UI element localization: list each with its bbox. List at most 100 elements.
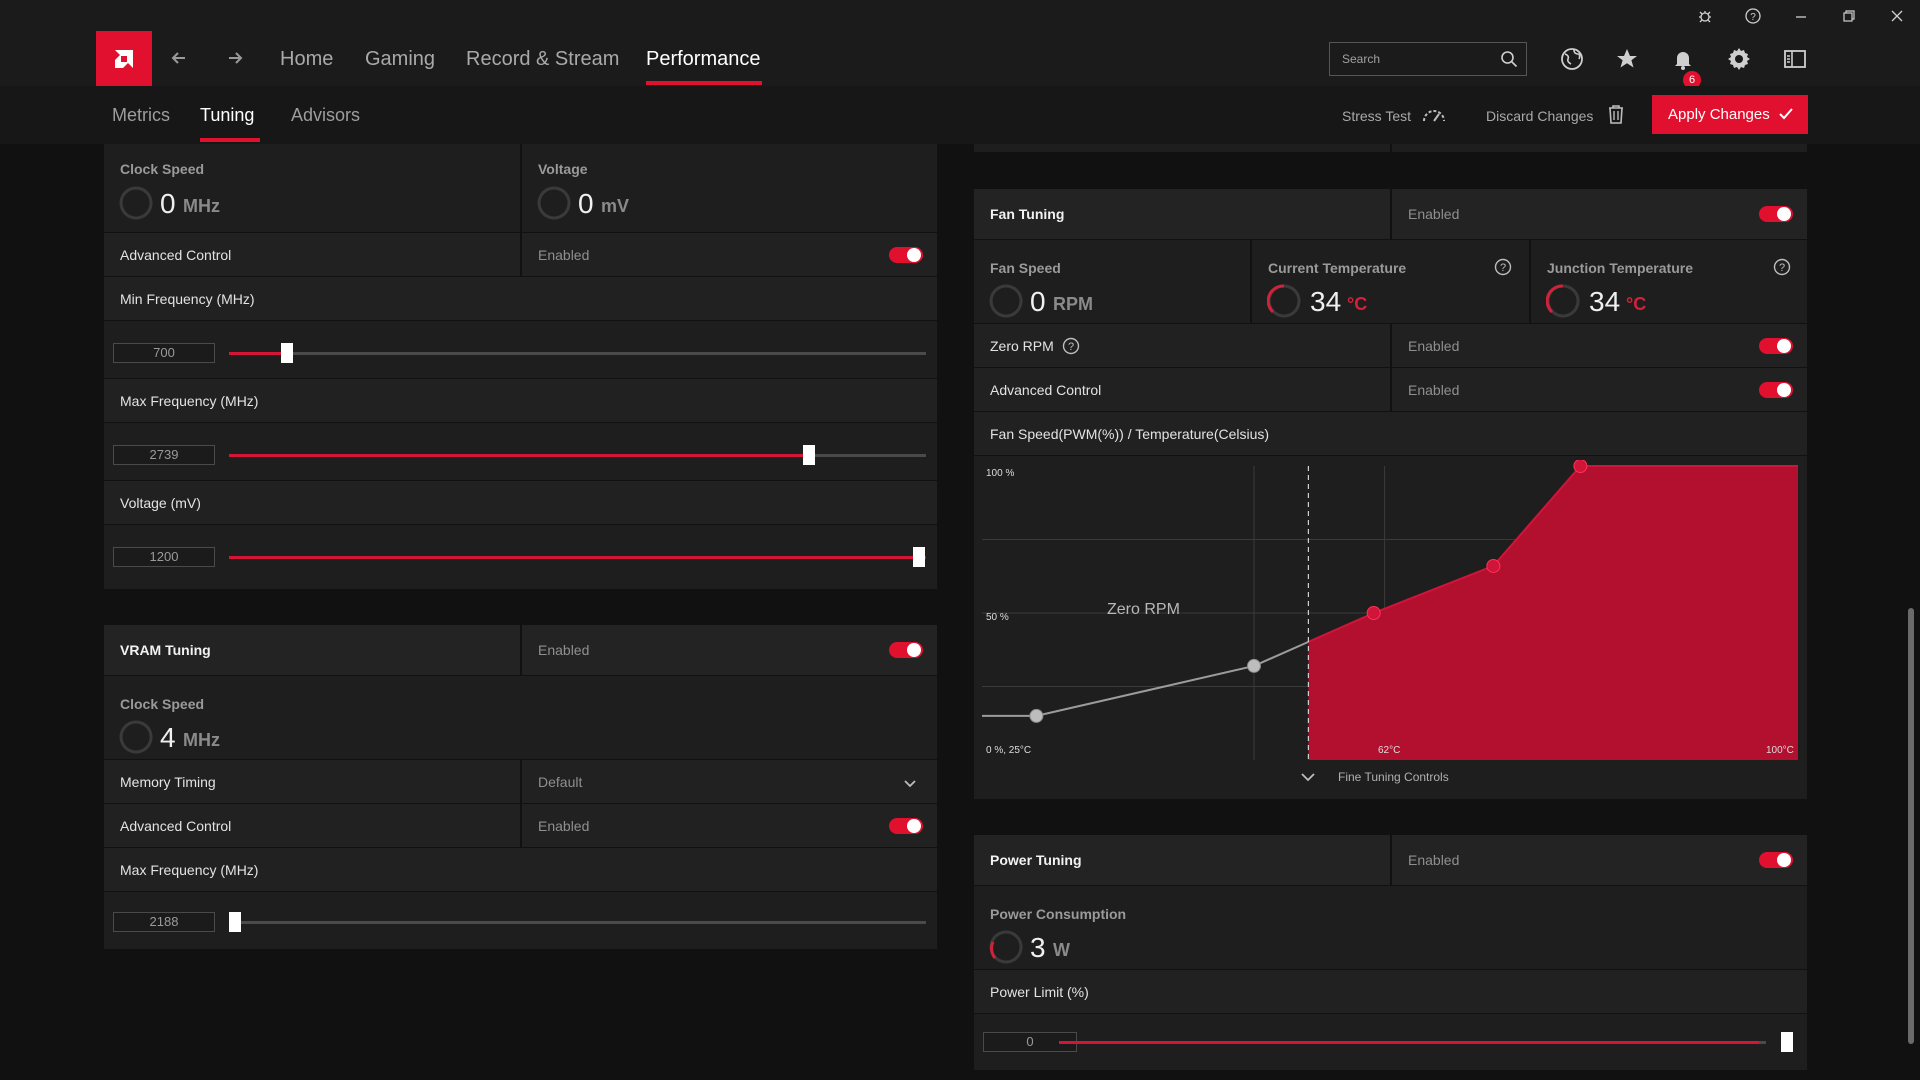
vram-max-frequency-input[interactable]: 2188 [113,912,215,932]
power-consumption-unit: W [1053,940,1070,960]
forward-arrow-icon[interactable] [220,43,250,73]
previous-panel-bottom [974,144,1807,152]
vram-clock-speed-label: Clock Speed [120,696,205,712]
svg-text:?: ? [1500,262,1506,274]
vram-tuning-toggle[interactable] [889,642,923,658]
advanced-control-toggle[interactable] [889,247,923,263]
close-icon[interactable] [1873,0,1920,31]
divider [1390,144,1392,152]
zero-rpm-toggle[interactable] [1759,338,1793,354]
power-tuning-toggle[interactable] [1759,852,1793,868]
fan-curve-svg[interactable] [982,460,1798,760]
tab-advisors[interactable]: Advisors [291,105,361,125]
zero-rpm-help-icon[interactable]: ? [1062,337,1080,360]
tab-tuning[interactable]: Tuning [200,105,255,125]
curve-point-1[interactable] [1029,708,1044,723]
minimize-icon[interactable] [1777,0,1825,31]
zero-rpm-row: Zero RPM ? Enabled [974,323,1807,367]
clock-speed-value: 0 [160,188,176,219]
power-limit-fill [1059,1041,1759,1044]
vram-max-frequency-header: Max Frequency (MHz) [104,847,937,891]
fan-advanced-control-toggle[interactable] [1759,382,1793,398]
voltage-thumb[interactable] [913,547,925,567]
min-frequency-input[interactable]: 700 [113,343,215,363]
gear-icon[interactable] [1723,43,1755,75]
restore-icon[interactable] [1825,0,1873,31]
max-frequency-thumb[interactable] [803,445,815,465]
min-frequency-thumb[interactable] [281,343,293,363]
vram-max-frequency-track[interactable] [229,921,926,924]
search-input[interactable] [1330,43,1490,75]
amd-logo[interactable] [96,31,152,86]
nav-record-stream[interactable]: Record & Stream [466,48,620,70]
curve-point-4[interactable] [1486,558,1501,573]
search-box[interactable] [1329,42,1527,76]
memory-timing-select[interactable]: Default [538,774,583,790]
memory-timing-label: Memory Timing [120,774,216,790]
vram-max-frequency-slider-row: 2188 [104,891,937,949]
divider [520,625,522,675]
bug-icon[interactable] [1681,0,1729,31]
gpu-metrics-row: Clock Speed 0 MHz Voltage 0 mV [104,144,937,232]
power-limit-thumb[interactable] [1781,1032,1793,1052]
curve-point-2[interactable] [1247,658,1261,673]
nav-home[interactable]: Home [280,48,334,70]
fan-advanced-control-row: Advanced Control Enabled [974,367,1807,411]
page-scrollbar[interactable] [1908,608,1914,1044]
divider [520,233,522,276]
min-frequency-fill [229,352,287,355]
chevron-down-icon[interactable] [903,776,917,794]
divider [520,804,522,847]
max-frequency-input[interactable]: 2739 [113,445,215,465]
vram-max-frequency-label: Max Frequency (MHz) [120,862,259,878]
back-arrow-icon[interactable] [164,43,194,73]
fine-tuning-controls-button[interactable]: Fine Tuning Controls [1338,770,1449,784]
help-icon[interactable]: ? [1729,0,1777,31]
fan-tuning-header: Fan Tuning Enabled [974,189,1807,239]
trash-icon[interactable] [1607,104,1625,129]
zero-rpm-label: Zero RPM [990,338,1054,354]
vram-max-frequency-thumb[interactable] [229,912,241,932]
y-tick-100: 100 % [986,468,1015,479]
tab-metrics[interactable]: Metrics [112,105,170,125]
globe-icon[interactable] [1556,43,1588,75]
current-temperature-help-icon[interactable]: ? [1494,258,1512,281]
vram-clock-gauge-icon [119,720,153,754]
voltage-slider-row: 1200 [104,524,937,589]
nav-performance[interactable]: Performance [646,48,761,70]
apply-changes-button[interactable]: Apply Changes [1652,95,1808,134]
star-icon[interactable] [1611,43,1643,75]
zero-rpm-state: Enabled [1408,338,1460,354]
min-frequency-track[interactable] [229,352,926,355]
vram-tuning-header: VRAM Tuning Enabled [104,625,937,675]
svg-text:?: ? [1068,341,1074,353]
vram-clock-speed-value: 4 [160,722,176,753]
chevron-down-icon[interactable] [1300,770,1316,788]
junction-temperature-label: Junction Temperature [1547,260,1693,276]
junction-temperature-help-icon[interactable]: ? [1773,258,1791,281]
bell-icon[interactable] [1667,43,1699,75]
junction-temperature-gauge-icon [1546,284,1580,318]
discard-changes-button[interactable]: Discard Changes [1486,108,1594,124]
zero-rpm-zone-label: Zero RPM [1107,601,1180,618]
stress-test-button[interactable]: Stress Test [1342,108,1411,124]
window-titlebar: ? [0,0,1920,31]
fan-tuning-toggle[interactable] [1759,206,1793,222]
voltage-fill [229,556,919,559]
divider [520,144,522,232]
vram-advanced-control-label: Advanced Control [120,818,232,834]
svg-text:?: ? [1750,12,1756,23]
search-icon[interactable] [1500,50,1518,73]
voltage-input[interactable]: 1200 [113,547,215,567]
clock-speed-gauge-icon [119,186,153,220]
sidebar-panel-icon[interactable] [1779,43,1811,75]
fan-advanced-control-label: Advanced Control [990,382,1102,398]
divider [1390,368,1392,411]
current-temperature-gauge-icon [1267,284,1301,318]
max-frequency-slider-row: 2739 [104,422,937,480]
curve-point-3[interactable] [1366,606,1381,620]
stress-test-gauge-icon[interactable] [1420,103,1448,130]
curve-point-5[interactable] [1573,460,1588,473]
nav-gaming[interactable]: Gaming [365,48,436,70]
vram-advanced-control-toggle[interactable] [889,818,923,834]
